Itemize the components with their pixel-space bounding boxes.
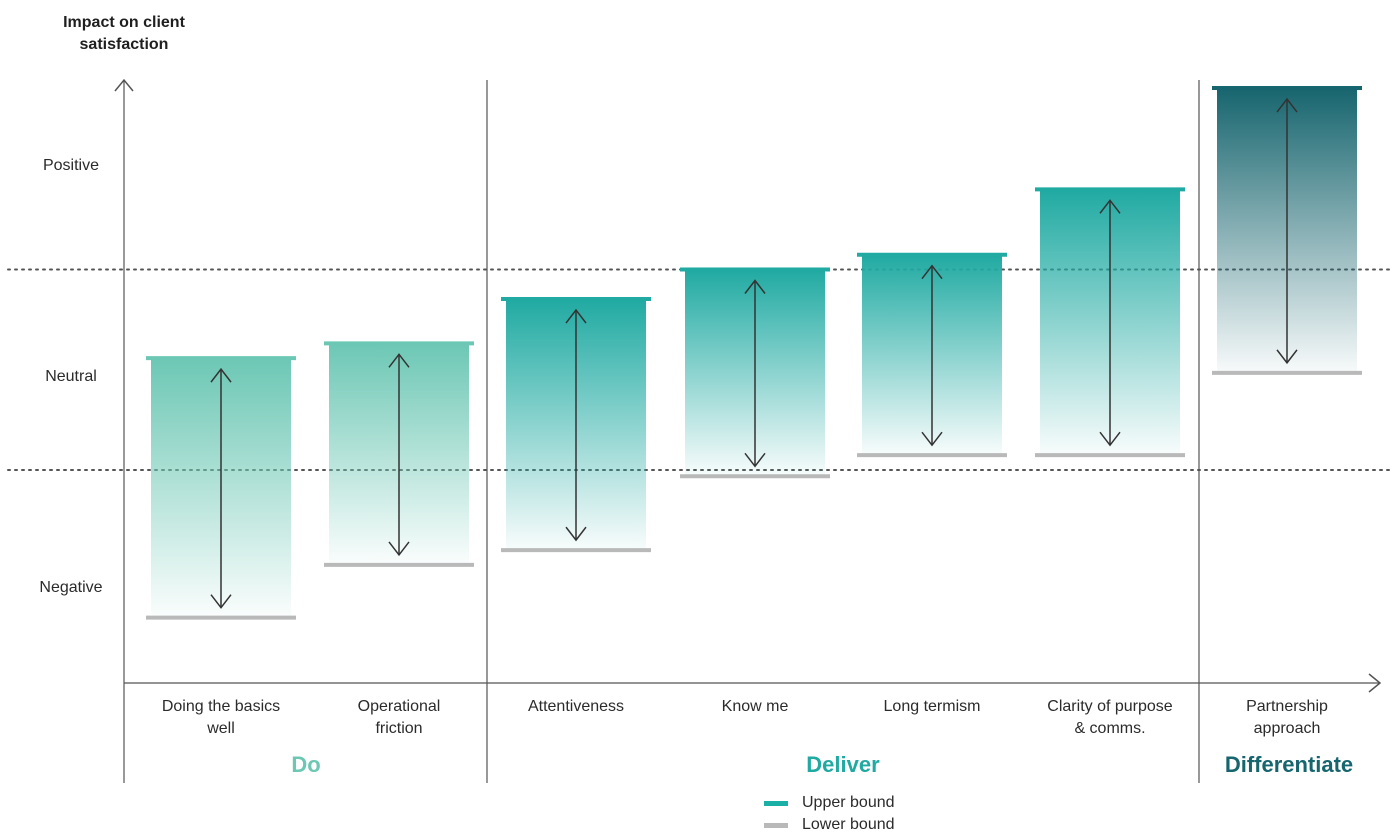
category-label-line: Operational	[358, 698, 441, 715]
category-label: Attentiveness	[528, 698, 624, 715]
range-arrow-down	[565, 526, 587, 542]
category-label-line: Clarity of purpose	[1047, 698, 1172, 715]
category-label: Operational friction	[358, 698, 441, 737]
group-label: Do	[291, 752, 320, 777]
category-label-line: well	[206, 720, 235, 737]
y-axis-title-line: Impact on client	[63, 14, 185, 31]
y-axis-title: Impact on client satisfaction	[63, 14, 185, 53]
category-label-line: & comms.	[1074, 720, 1145, 737]
category-label-line: friction	[375, 720, 422, 737]
range-arrow-down	[744, 452, 766, 468]
category-label-line: Doing the basics	[162, 698, 280, 715]
x-axis-arrow	[1368, 673, 1382, 693]
category-label-line: approach	[1254, 720, 1321, 737]
y-axis-arrow	[114, 78, 134, 92]
range-arrow-down	[388, 541, 410, 557]
range-arrow-up	[744, 279, 766, 294]
category-label: Partnership approach	[1246, 698, 1328, 737]
range-arrow-down	[1099, 431, 1121, 447]
category-label: Clarity of purpose & comms.	[1047, 698, 1172, 737]
range-arrow-up	[565, 308, 587, 324]
legend-item-lower: Lower bound	[764, 814, 895, 836]
range-arrow-up	[921, 264, 943, 280]
range-arrow-up	[1276, 97, 1298, 113]
legend-label-lower: Lower bound	[802, 816, 895, 833]
range-arrow-up	[1099, 199, 1121, 214]
y-axis-title-line: satisfaction	[80, 36, 169, 53]
category-label-line: Attentiveness	[528, 698, 624, 715]
range-arrow-up	[388, 353, 410, 368]
legend: Upper bound Lower bound	[764, 792, 895, 836]
y-tick-label: Neutral	[45, 368, 97, 385]
legend-swatch-upper	[764, 800, 788, 806]
category-label-line: Long termism	[884, 698, 981, 715]
category-label: Know me	[722, 698, 789, 715]
category-label-line: Know me	[722, 698, 789, 715]
legend-swatch-lower	[764, 822, 788, 828]
y-tick-label: Positive	[43, 157, 99, 174]
range-arrow-down	[921, 431, 943, 447]
y-tick-label: Negative	[39, 579, 102, 596]
category-label: Long termism	[884, 698, 981, 715]
category-label: Doing the basics well	[162, 698, 280, 737]
legend-label-upper: Upper bound	[802, 794, 895, 811]
range-arrow-up	[210, 367, 232, 383]
category-label-line: Partnership	[1246, 698, 1328, 715]
legend-item-upper: Upper bound	[764, 792, 895, 814]
range-arrow-down	[1276, 349, 1298, 365]
group-label: Deliver	[806, 752, 880, 777]
group-label: Differentiate	[1225, 752, 1353, 777]
range-arrow-down	[210, 594, 232, 609]
